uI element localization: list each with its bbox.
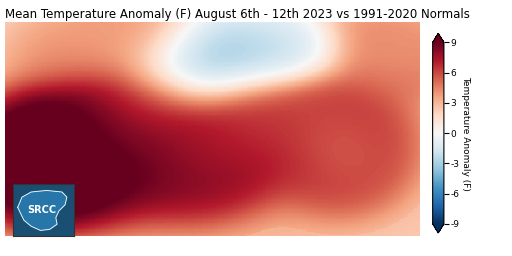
- PathPatch shape: [433, 33, 444, 42]
- Y-axis label: Temperature Anomaly (F): Temperature Anomaly (F): [461, 76, 470, 190]
- Text: SRCC: SRCC: [28, 205, 57, 215]
- Polygon shape: [18, 190, 67, 230]
- PathPatch shape: [433, 224, 444, 233]
- Text: Mean Temperature Anomaly (F) August 6th - 12th 2023 vs 1991-2020 Normals: Mean Temperature Anomaly (F) August 6th …: [5, 8, 470, 21]
